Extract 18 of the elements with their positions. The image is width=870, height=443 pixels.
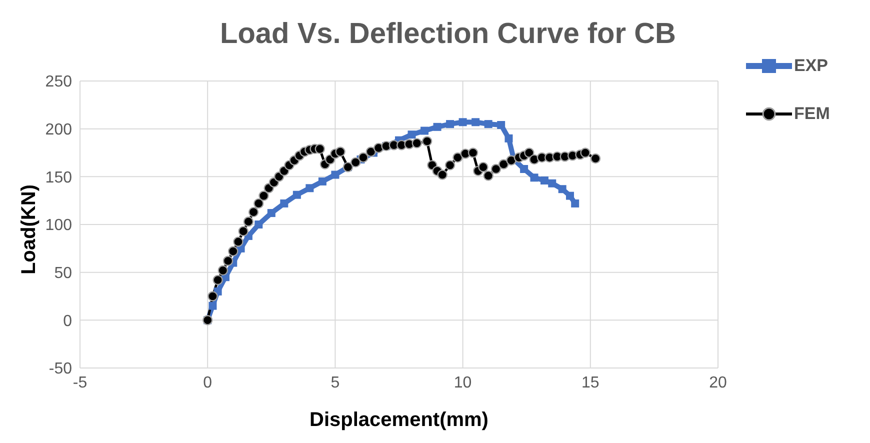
chart-title: Load Vs. Deflection Curve for CB: [218, 18, 677, 51]
legend-label: FEM: [794, 104, 830, 124]
x-tick-label: -5: [72, 374, 88, 392]
x-tick-label: 5: [330, 374, 340, 392]
y-tick-label: 200: [45, 122, 72, 139]
y-tick-label: -50: [48, 360, 72, 378]
y-tick-label: 0: [63, 312, 72, 330]
x-tick-label: 15: [582, 374, 600, 392]
x-tick-label: 20: [709, 374, 727, 392]
y-tick-label: 150: [45, 169, 72, 186]
x-axis-title: Displacement(mm): [310, 409, 488, 431]
y-axis-title: Load(KN): [18, 184, 40, 274]
x-tick-label: 10: [454, 374, 472, 392]
y-tick-label: 50: [54, 265, 72, 282]
y-tick-label: 250: [45, 74, 72, 91]
legend-label: EXP: [794, 56, 828, 76]
y-tick-label: 100: [45, 217, 72, 234]
x-tick-label: 0: [203, 374, 212, 392]
